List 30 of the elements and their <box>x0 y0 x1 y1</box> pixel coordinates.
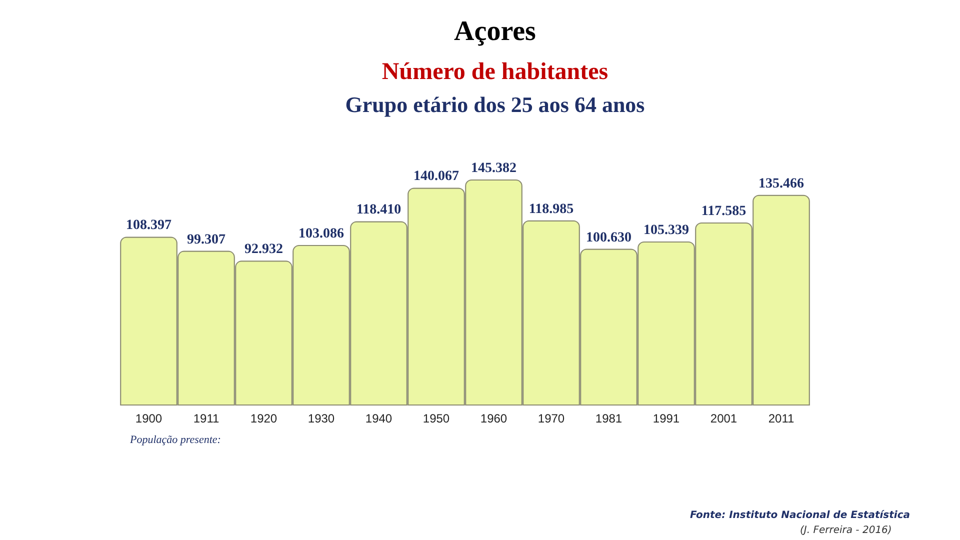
data-label: 145.382 <box>471 161 516 176</box>
x-tick-label: 1900 <box>135 412 162 426</box>
data-label: 117.585 <box>701 204 746 220</box>
data-label: 118.985 <box>528 202 574 217</box>
x-tick-label: 2011 <box>768 412 794 426</box>
x-tick-label: 1960 <box>480 412 508 426</box>
x-tick-label: 1920 <box>250 412 278 426</box>
x-tick-label: 2001 <box>710 412 738 426</box>
x-tick-label: 1930 <box>308 412 335 426</box>
data-label: 100.630 <box>586 230 632 246</box>
x-tick-label: 1911 <box>193 412 220 426</box>
data-label: 135.466 <box>758 176 804 192</box>
data-label: 118.410 <box>356 202 402 218</box>
x-tick-label: 1970 <box>538 412 565 426</box>
data-label: 140.067 <box>414 169 459 184</box>
data-label: 103.086 <box>298 226 344 242</box>
x-tick-label: 1950 <box>422 412 450 426</box>
data-label: 92.932 <box>244 242 283 258</box>
data-label: 99.307 <box>187 232 226 248</box>
data-label: 108.397 <box>126 218 172 234</box>
x-tick-label: 1940 <box>365 412 392 426</box>
source-note: Fonte: Instituto Nacional de Estatística <box>690 510 910 521</box>
text: (J. Ferreira - 2016) <box>800 525 892 536</box>
text: Grupo etário dos 25 aos 64 anos <box>345 92 645 117</box>
data-label: 105.339 <box>644 222 689 238</box>
text: População presente: <box>129 434 221 446</box>
chart-title: Açores <box>454 16 536 47</box>
text: Número de habitantes <box>382 59 608 85</box>
x-tick-label: 1991 <box>652 412 680 426</box>
x-tick-label: 1981 <box>595 412 622 426</box>
